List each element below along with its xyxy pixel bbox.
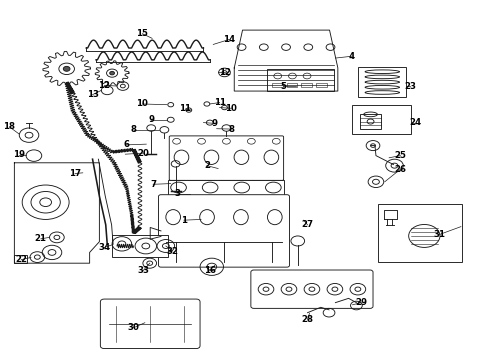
FancyBboxPatch shape xyxy=(251,270,373,309)
Text: 11: 11 xyxy=(214,98,225,107)
Bar xyxy=(316,83,327,87)
Text: 10: 10 xyxy=(136,99,148,108)
Text: 17: 17 xyxy=(69,169,81,178)
Text: 29: 29 xyxy=(355,298,368,307)
Text: 3: 3 xyxy=(174,189,181,198)
Circle shape xyxy=(110,71,115,75)
Text: 12: 12 xyxy=(98,81,110,90)
Circle shape xyxy=(63,66,70,71)
Bar xyxy=(378,204,462,262)
Text: 5: 5 xyxy=(280,82,286,91)
Bar xyxy=(272,83,283,87)
Text: 22: 22 xyxy=(15,255,27,264)
Bar xyxy=(358,67,406,97)
Text: 10: 10 xyxy=(225,104,237,113)
Bar xyxy=(301,83,312,87)
Text: 12: 12 xyxy=(220,68,231,77)
Text: 6: 6 xyxy=(124,140,130,149)
Text: 34: 34 xyxy=(98,243,110,252)
Text: 19: 19 xyxy=(13,150,25,159)
Text: 8: 8 xyxy=(131,125,137,134)
Text: 24: 24 xyxy=(409,118,421,127)
Text: 28: 28 xyxy=(301,315,314,324)
Text: 21: 21 xyxy=(35,234,47,243)
Text: 9: 9 xyxy=(148,115,154,124)
Text: 25: 25 xyxy=(394,151,406,160)
Text: 11: 11 xyxy=(179,104,192,113)
Text: 31: 31 xyxy=(434,230,445,239)
FancyBboxPatch shape xyxy=(169,136,284,180)
Text: 8: 8 xyxy=(228,125,234,134)
Bar xyxy=(168,180,284,195)
Text: 33: 33 xyxy=(137,266,149,275)
Text: 18: 18 xyxy=(3,122,16,131)
Text: 23: 23 xyxy=(404,82,416,91)
FancyBboxPatch shape xyxy=(100,299,200,348)
Bar xyxy=(267,69,334,91)
Text: 32: 32 xyxy=(167,247,179,256)
Text: 26: 26 xyxy=(394,165,406,174)
Text: 13: 13 xyxy=(87,90,98,99)
Text: 9: 9 xyxy=(212,119,218,128)
Text: 20: 20 xyxy=(137,149,149,158)
Text: 30: 30 xyxy=(128,323,140,332)
Text: 7: 7 xyxy=(150,180,156,189)
Text: 4: 4 xyxy=(348,52,355,61)
Bar xyxy=(14,255,26,263)
Bar xyxy=(112,235,168,257)
Bar xyxy=(287,83,297,87)
FancyBboxPatch shape xyxy=(159,195,290,267)
Bar xyxy=(360,114,381,129)
Text: 14: 14 xyxy=(223,35,235,44)
Text: 1: 1 xyxy=(181,216,187,225)
Text: 16: 16 xyxy=(204,266,216,275)
Text: 27: 27 xyxy=(301,220,314,229)
Bar xyxy=(351,105,411,134)
Text: 15: 15 xyxy=(136,29,148,38)
Text: 2: 2 xyxy=(204,161,210,170)
